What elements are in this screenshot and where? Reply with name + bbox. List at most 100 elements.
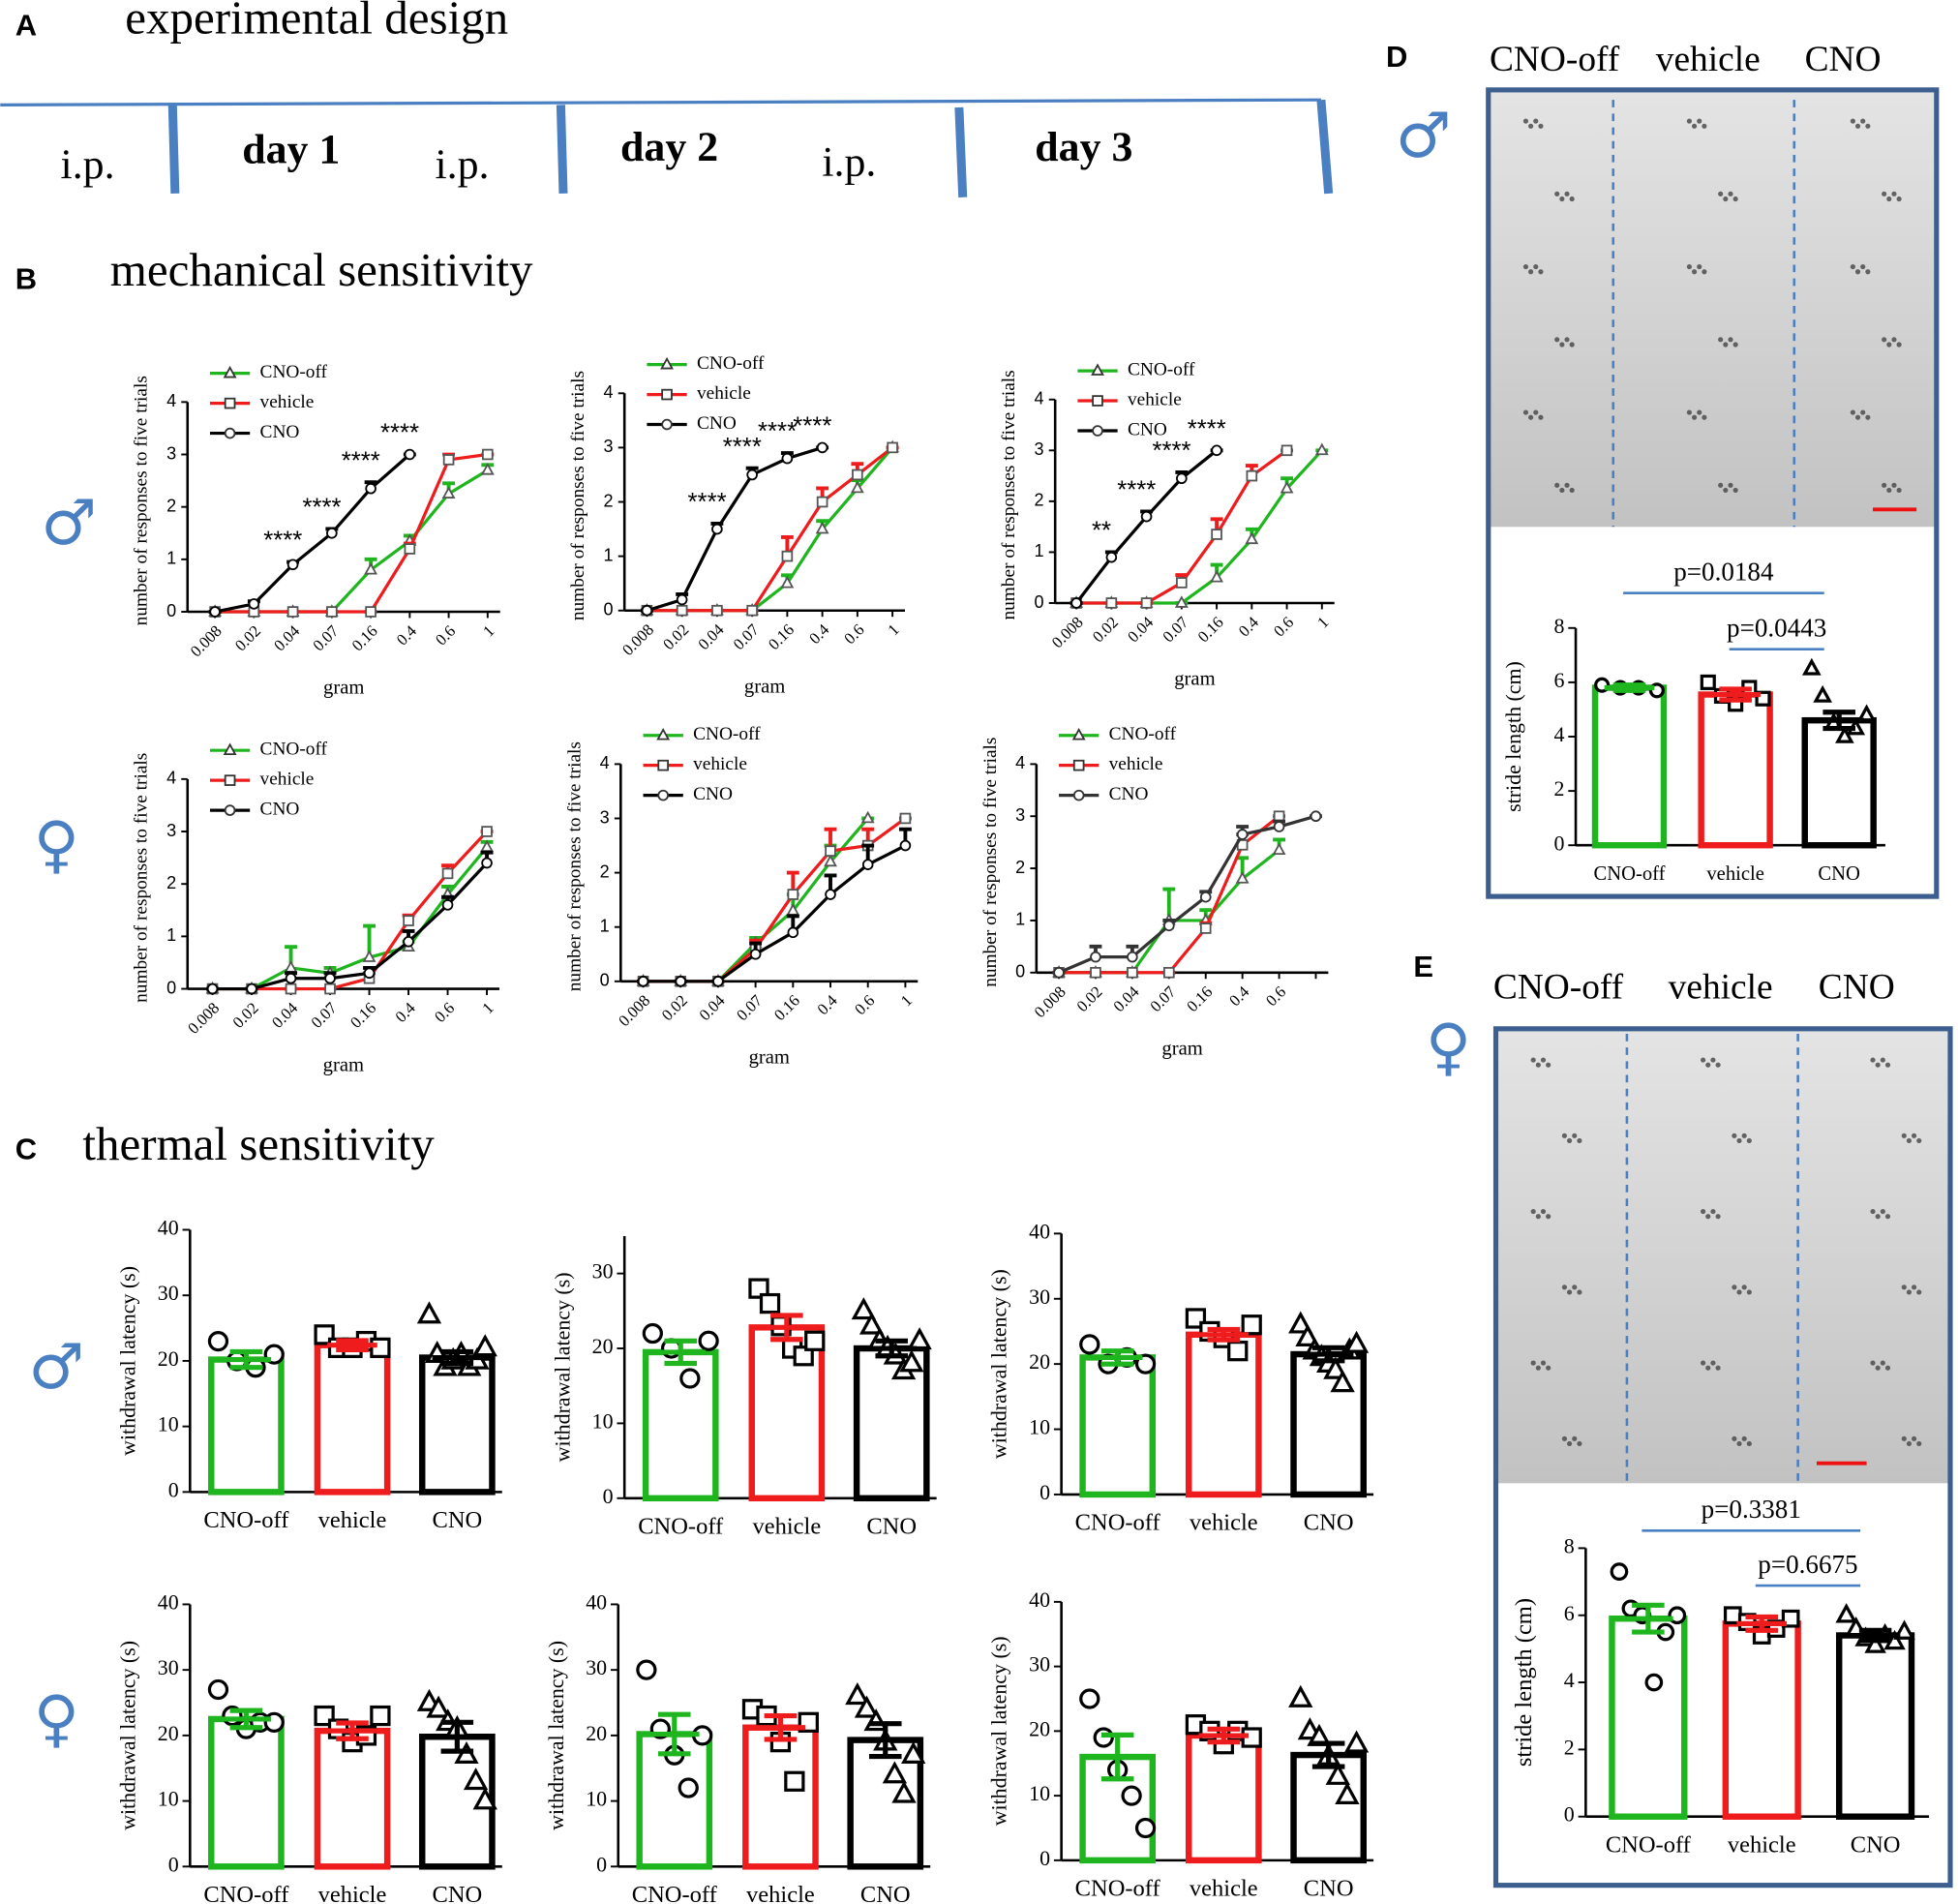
- footprint: [1522, 264, 1529, 270]
- legend-marker: [1092, 425, 1103, 437]
- legend-marker: [1091, 363, 1104, 376]
- footprint: [1912, 1436, 1917, 1441]
- data-point: [463, 1768, 489, 1791]
- x-tick-label: CNO: [1304, 1875, 1354, 1901]
- data-point: [679, 1368, 701, 1389]
- x-tick-label: 0.16: [348, 621, 381, 654]
- timeline-label: i.p.: [435, 141, 489, 188]
- data-point: [1343, 1330, 1370, 1353]
- y-tick-label: 40: [1029, 1587, 1050, 1612]
- bar: [1698, 691, 1773, 849]
- data-point: [711, 523, 723, 535]
- data-point: [676, 604, 688, 617]
- timeline-label: day 2: [620, 124, 718, 170]
- footprint: [1522, 118, 1529, 124]
- x-tick-label: 0.008: [618, 620, 657, 659]
- footprint: [1538, 269, 1544, 275]
- photo-column-label: CNO-off: [1493, 967, 1624, 1007]
- legend-marker: [223, 742, 237, 756]
- x-tick-label: 1: [884, 620, 902, 639]
- data-point: [907, 1327, 932, 1350]
- error-bar: [1814, 710, 1864, 732]
- bar: [208, 1715, 285, 1870]
- footprint: [1710, 1057, 1716, 1063]
- bar: [1609, 1615, 1688, 1820]
- footprint: [1850, 264, 1855, 270]
- legend-label: CNO: [1128, 419, 1167, 439]
- bar: [1835, 1632, 1915, 1820]
- significance: ****: [688, 489, 727, 516]
- error-bar: [1092, 1732, 1143, 1782]
- footprint: [1702, 123, 1707, 129]
- data-point: [781, 452, 794, 465]
- footprint: [1697, 118, 1702, 124]
- data-point: [365, 606, 377, 618]
- footprint: [1567, 1289, 1573, 1295]
- x-axis-label: gram: [1174, 669, 1215, 690]
- data-point: [712, 976, 724, 987]
- footprint: [1530, 1360, 1536, 1366]
- data-point: [481, 857, 493, 869]
- x-tick-label: CNO-off: [632, 1882, 718, 1904]
- panel-label: A: [15, 9, 37, 43]
- data-point: [442, 454, 455, 466]
- footprint: [1554, 337, 1560, 343]
- legend-marker: [223, 365, 237, 378]
- footprint: [1701, 1208, 1706, 1215]
- error-bar: [432, 1348, 483, 1367]
- data-point: [851, 1297, 876, 1320]
- data-point: [1163, 920, 1175, 932]
- data-point: [784, 1770, 805, 1792]
- data-point: [891, 1780, 917, 1803]
- y-tick-label: 0: [1039, 1480, 1050, 1504]
- y-tick-label: 4: [1564, 1668, 1575, 1692]
- legend-marker: [1072, 789, 1085, 801]
- footprint: [1528, 123, 1534, 129]
- y-tick-label: 0: [166, 601, 176, 620]
- y-tick-label: 10: [592, 1408, 614, 1433]
- y-tick-label: 3: [600, 807, 610, 827]
- y-tick-label: 1: [1015, 910, 1025, 929]
- data-point: [675, 976, 687, 987]
- y-tick-label: 0: [596, 1852, 607, 1876]
- footprint: [1916, 1137, 1922, 1144]
- footprint: [1886, 487, 1892, 494]
- y-tick-label: 3: [166, 821, 176, 840]
- footprint: [1723, 487, 1729, 494]
- x-tick-label: 0.07: [309, 621, 342, 654]
- footprint: [1901, 1436, 1907, 1441]
- footprint: [1554, 482, 1560, 488]
- data-point: [1140, 597, 1153, 609]
- data-point: [852, 468, 863, 481]
- y-tick-label: 1: [1035, 541, 1044, 560]
- footprint: [1710, 1360, 1716, 1366]
- bar: [208, 1356, 285, 1496]
- data-point: [825, 845, 836, 857]
- y-tick-label: 4: [1015, 753, 1025, 772]
- footprint: [1705, 1365, 1711, 1371]
- footprint: [1854, 414, 1861, 420]
- error-bar: [1303, 1345, 1354, 1364]
- footprint: [1916, 1440, 1922, 1447]
- footprint: [1875, 1214, 1881, 1220]
- data-point: [860, 810, 875, 824]
- data-point: [1241, 1315, 1262, 1336]
- data-point: [749, 948, 762, 960]
- footprint: [1718, 191, 1724, 196]
- panel-title: thermal sensitivity: [82, 1117, 435, 1170]
- data-point: [416, 1301, 442, 1324]
- footprint: [1691, 414, 1698, 420]
- footprint: [1686, 118, 1692, 124]
- x-tick-label: CNO-off: [1075, 1510, 1161, 1536]
- footprint: [1732, 487, 1738, 494]
- panel-label: B: [15, 261, 37, 295]
- data-point: [746, 468, 758, 481]
- footprint: [1860, 264, 1866, 270]
- data-point: [326, 606, 338, 618]
- data-point: [1163, 966, 1175, 979]
- data-point: [1835, 725, 1854, 743]
- data-point: [1070, 597, 1082, 609]
- legend-label: CNO-off: [1109, 724, 1177, 744]
- data-point: [804, 1330, 826, 1351]
- legend-marker: [657, 759, 669, 771]
